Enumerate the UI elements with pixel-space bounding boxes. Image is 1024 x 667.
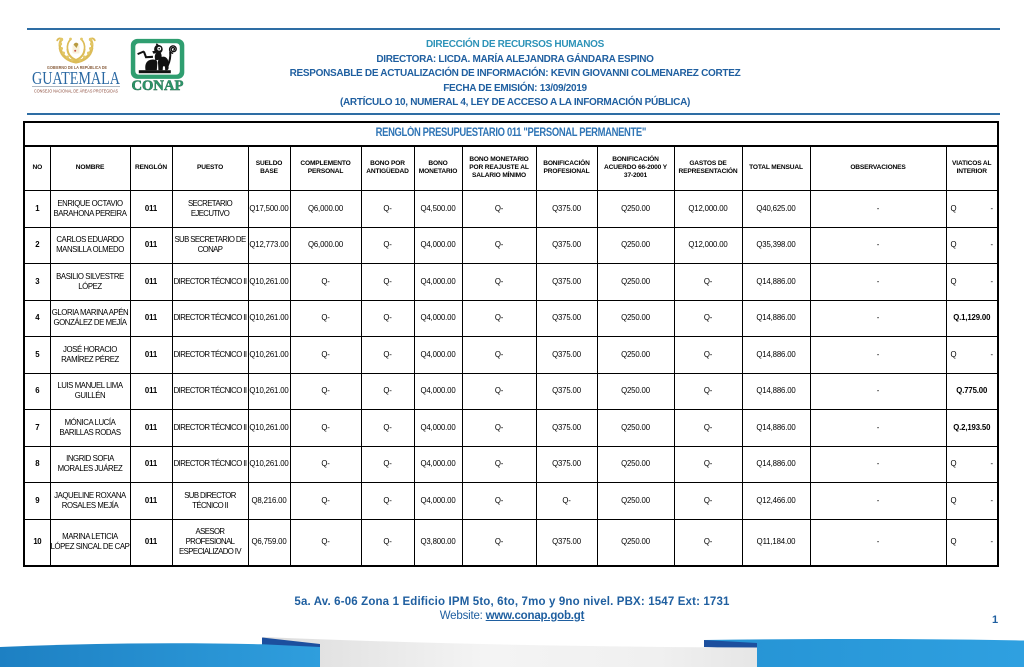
svg-text:CONSEJO NACIONAL DE ÁREAS PROT: CONSEJO NACIONAL DE ÁREAS PROTEGIDAS — [34, 88, 118, 94]
svg-text:CONAP: CONAP — [132, 78, 184, 93]
svg-text:GOBIERNO DE LA REPÚBLICA DE: GOBIERNO DE LA REPÚBLICA DE — [47, 65, 107, 70]
svg-text:GUATEMALA: GUATEMALA — [32, 68, 120, 88]
